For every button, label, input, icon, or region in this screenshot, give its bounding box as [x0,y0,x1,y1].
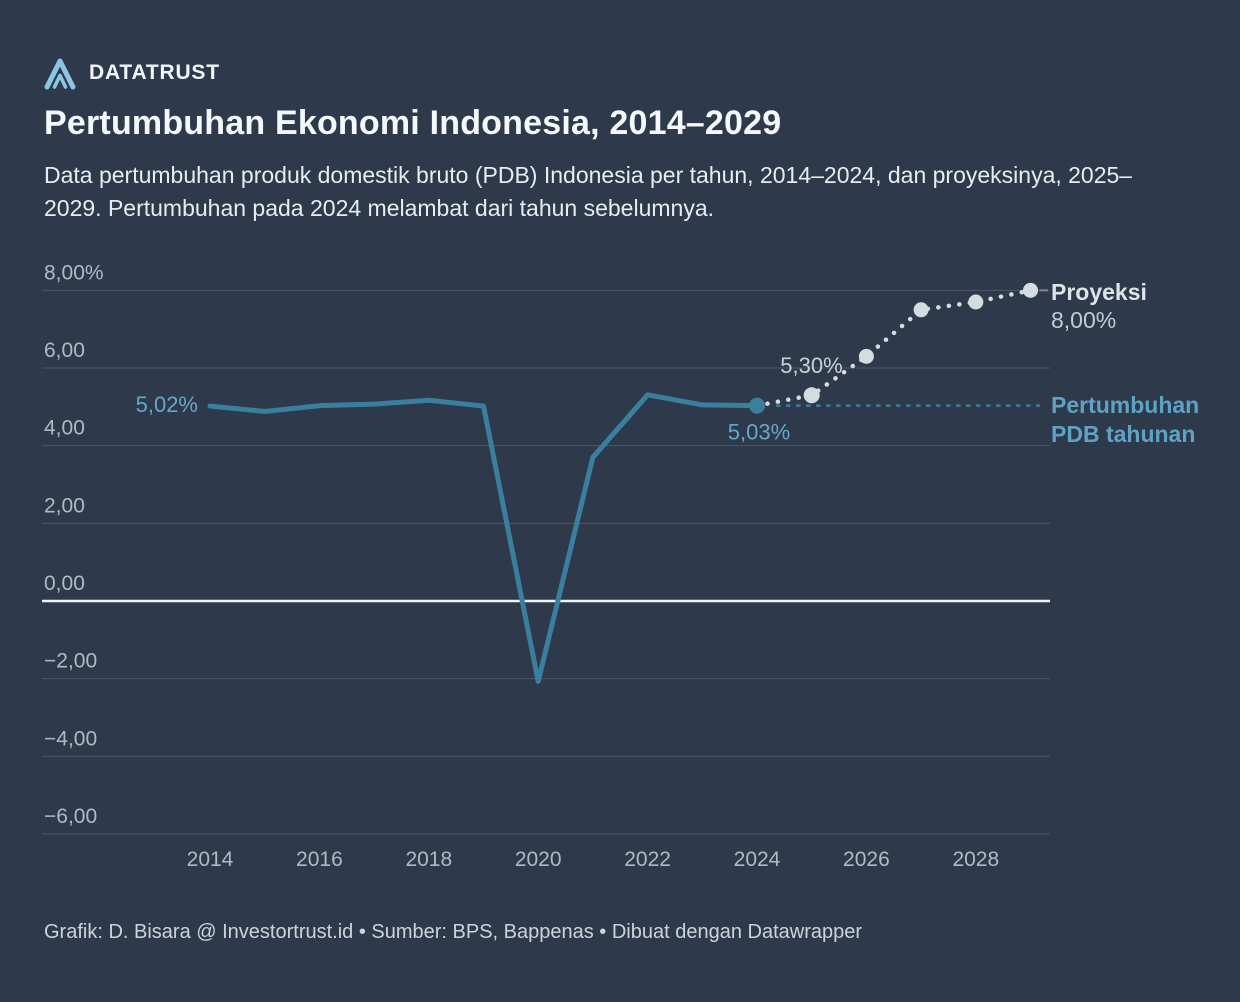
x-tick-label: 2014 [187,848,234,871]
y-tick-label: 2,00 [44,494,85,517]
annotation-2024: 5,03% [728,420,790,445]
brand-row: DATATRUST [44,56,1184,90]
y-tick-label: 0,00 [44,572,85,595]
projection-dot-2026 [858,348,874,364]
x-tick-label: 2026 [843,848,890,871]
projection-dot-2028 [968,294,984,310]
x-tick-label: 2016 [296,848,343,871]
legend-proyeksi-value: 8,00% [1051,307,1117,334]
projection-dot-2029 [1023,282,1038,298]
x-tick-label: 2022 [624,848,671,871]
header: DATATRUST Pertumbuhan Ekonomi Indonesia,… [44,56,1184,225]
y-tick-label: 4,00 [44,417,85,440]
legend-proyeksi: Proyeksi 8,00% [1051,278,1236,335]
brand-name: DATATRUST [89,61,220,84]
y-tick-label: −2,00 [44,650,97,673]
projection-dotted-line [754,288,1033,408]
y-tick-label: −4,00 [44,727,97,750]
y-tick-label: 6,00 [44,339,85,362]
legend-pdb: Pertumbuhan PDB tahunan [1051,391,1236,448]
page-subtitle: Data pertumbuhan produk domestik bruto (… [44,162,1133,222]
datatrust-logo-icon [44,58,76,89]
legend-pdb-line2: PDB tahunan [1051,420,1196,447]
x-tick-label: 2018 [405,848,452,871]
y-tick-label: 8,00% [44,261,104,284]
x-tick-label: 2024 [734,848,781,871]
x-tick-label: 2020 [515,848,562,871]
projection-dot-2027 [913,302,929,318]
y-tick-label: −6,00 [44,805,97,828]
annotation-2025: 5,30% [780,353,842,378]
gdp-line [207,392,760,684]
x-tick-label: 2028 [952,848,999,871]
legend-proyeksi-label: Proyeksi [1051,279,1147,305]
annotation-2014: 5,02% [136,392,198,417]
gdp-endpoint-dot [749,397,765,414]
footer-credit: Grafik: D. Bisara @ Investortrust.id • S… [44,921,863,943]
page-title: Pertumbuhan Ekonomi Indonesia, 2014–2029 [44,104,782,142]
projection-dot-2025 [803,387,820,404]
legend-pdb-line1: Pertumbuhan [1051,392,1200,418]
